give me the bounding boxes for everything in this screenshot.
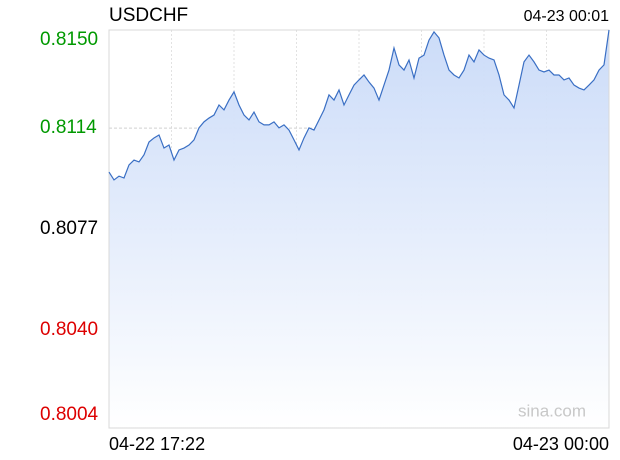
y-tick-label: 0.8077 bbox=[40, 218, 98, 239]
y-tick-label: 0.8004 bbox=[40, 404, 99, 425]
timestamp: 04-23 00:01 bbox=[524, 8, 610, 25]
y-tick-label: 0.8114 bbox=[40, 117, 97, 138]
price-line bbox=[108, 29, 610, 181]
y-tick-label: 0.8040 bbox=[40, 319, 98, 340]
plot-frame bbox=[108, 29, 610, 429]
area-fill bbox=[109, 30, 609, 428]
x-tick-label: 04-23 00:00 bbox=[513, 434, 609, 454]
watermark: sina.com bbox=[518, 401, 586, 420]
chart-title: USDCHF bbox=[109, 5, 188, 26]
x-tick-label: 04-22 17:22 bbox=[109, 434, 205, 454]
y-tick-label: 0.8150 bbox=[40, 29, 98, 50]
